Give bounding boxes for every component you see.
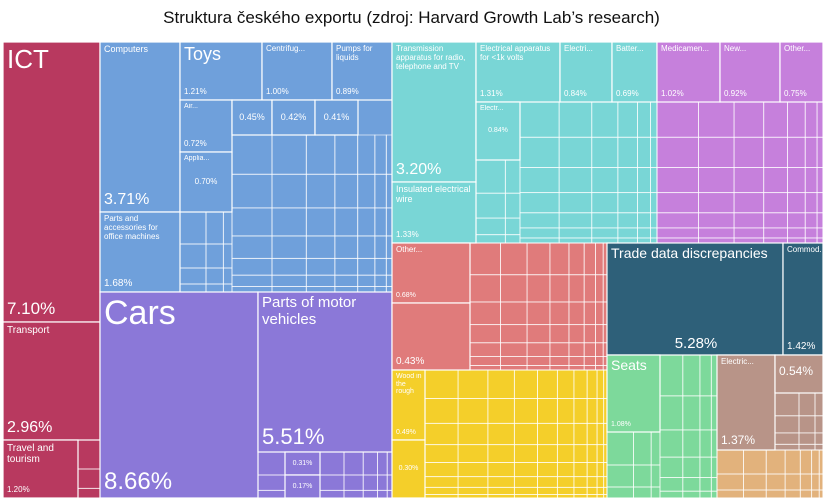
tile: [261, 41, 333, 101]
tile: [716, 354, 776, 451]
tile: [391, 302, 471, 371]
tile: [179, 151, 233, 213]
tile: [271, 99, 316, 136]
tile: [99, 41, 181, 213]
tile: [2, 41, 101, 323]
tile: [2, 439, 79, 498]
tile: [179, 99, 233, 153]
tile: [782, 242, 823, 356]
tile: [391, 181, 477, 244]
tile: [99, 291, 259, 498]
tile: [391, 242, 471, 304]
tile: [391, 439, 426, 498]
tile: [99, 211, 181, 293]
tile: [611, 41, 658, 103]
tile: [475, 41, 561, 103]
tile: [284, 451, 321, 476]
tile: [779, 41, 823, 103]
tile: [231, 99, 273, 136]
tile: [179, 41, 263, 101]
tile: [774, 354, 823, 394]
tile: [331, 41, 393, 101]
tile: [719, 41, 781, 103]
tile: [284, 474, 321, 498]
tile: [559, 41, 613, 103]
chart-title: Struktura českého exportu (zdroj: Harvar…: [163, 8, 660, 27]
tile: [606, 354, 661, 433]
sub-tile: [650, 486, 661, 498]
tile: [2, 321, 101, 441]
tile: [391, 41, 477, 183]
tile: [606, 242, 784, 356]
tile: [475, 101, 521, 161]
tile: [656, 41, 721, 103]
tile: [257, 291, 393, 453]
tile: [391, 369, 426, 441]
sub-tile: [818, 489, 823, 498]
tile: [314, 99, 359, 136]
